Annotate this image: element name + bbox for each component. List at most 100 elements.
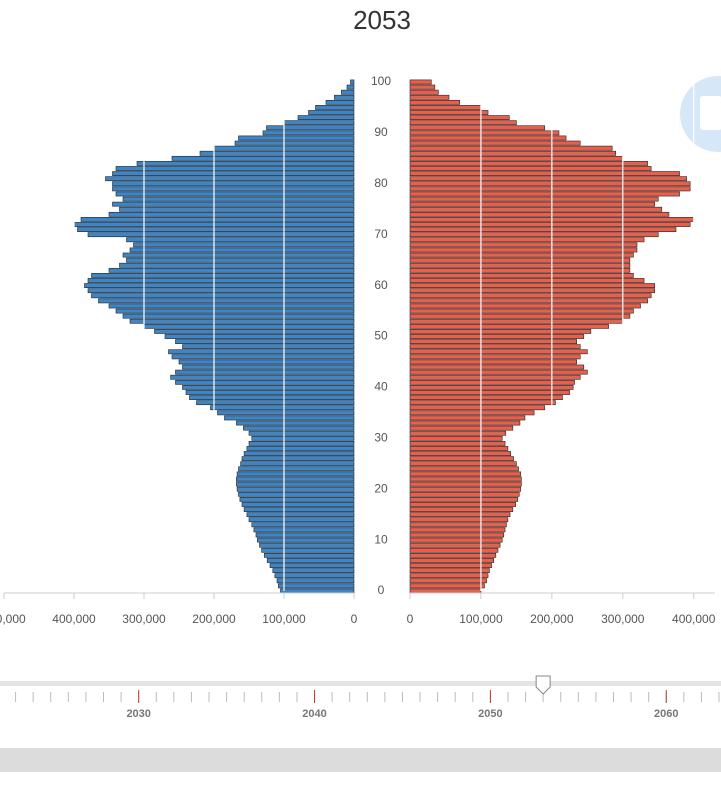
bar [409, 568, 490, 574]
bar [248, 441, 355, 446]
bar [80, 217, 355, 222]
bar [409, 491, 520, 497]
bar [409, 84, 436, 90]
bar [409, 262, 631, 268]
bar [409, 354, 581, 360]
bar [409, 150, 616, 156]
bar [236, 486, 355, 492]
bar [238, 491, 355, 497]
bar [105, 176, 355, 182]
bar [409, 542, 501, 548]
bar [409, 400, 556, 406]
bar [409, 89, 439, 95]
chart-title: 2053 [353, 5, 411, 35]
bar [264, 552, 355, 558]
bar [409, 329, 592, 334]
bar [409, 247, 638, 253]
y-tick-label: 10 [374, 532, 388, 546]
bar [409, 563, 492, 568]
bar [409, 115, 510, 121]
bar [341, 89, 355, 95]
bar [409, 161, 648, 166]
x-tick-label: 400,000 [672, 612, 716, 626]
bar [243, 425, 355, 431]
timeline-track[interactable] [0, 681, 721, 686]
bar [171, 354, 355, 360]
bar [171, 155, 355, 161]
bar [143, 323, 355, 329]
bar [409, 176, 687, 182]
bar [409, 512, 511, 518]
x-tick-label: 200,000 [192, 612, 236, 626]
bar [409, 481, 522, 487]
bar [409, 206, 663, 212]
bar [246, 512, 355, 518]
bar [409, 420, 521, 426]
bar [409, 267, 631, 273]
bar [77, 227, 355, 232]
bar [334, 94, 355, 100]
bar [409, 344, 581, 350]
bar [115, 166, 355, 171]
bar [210, 405, 355, 411]
bar [346, 84, 355, 90]
bar [122, 313, 355, 319]
bar [315, 105, 355, 110]
bar [409, 181, 691, 187]
bar [175, 379, 355, 385]
bar [199, 150, 355, 156]
bar [91, 293, 355, 299]
bar [409, 211, 670, 217]
bar [236, 420, 355, 426]
bar [175, 369, 355, 375]
bar [119, 206, 355, 212]
bar [409, 79, 432, 85]
bar [409, 191, 680, 197]
timeline-handle[interactable] [535, 675, 551, 695]
bar [409, 410, 535, 416]
bar [297, 115, 355, 121]
timeline-label: 2060 [654, 708, 678, 720]
bar [262, 130, 355, 136]
bar [409, 395, 563, 400]
bar [409, 298, 648, 304]
bar [409, 517, 509, 523]
x-tick-label: 0 [351, 612, 358, 626]
bar [409, 430, 507, 436]
bar [409, 496, 519, 502]
bar [409, 257, 631, 263]
bar [240, 461, 355, 467]
bar [257, 537, 355, 543]
bar [409, 293, 652, 299]
icon-glyph [700, 96, 721, 130]
bar [409, 227, 677, 232]
bar [224, 415, 355, 421]
bar [409, 471, 521, 477]
bar [409, 558, 494, 563]
bar [91, 273, 355, 278]
bar [350, 79, 355, 85]
bar [261, 547, 355, 553]
bar [115, 308, 355, 314]
bar [409, 507, 514, 512]
scrollbar[interactable] [0, 748, 721, 772]
bar [259, 542, 355, 548]
x-tick-label: 300,000 [601, 612, 645, 626]
bar [248, 430, 355, 436]
y-tick-label: 100 [371, 74, 391, 88]
bar [409, 232, 659, 238]
bar [175, 339, 355, 344]
y-tick-label: 40 [374, 380, 388, 394]
bar [409, 155, 624, 161]
bar [185, 390, 355, 395]
bar [409, 359, 577, 365]
bar [243, 451, 355, 456]
bar [234, 140, 355, 146]
bar [266, 125, 355, 131]
bar [409, 451, 512, 456]
bar [409, 583, 485, 589]
bar [409, 171, 680, 177]
bar [409, 313, 631, 319]
bar [238, 466, 355, 472]
